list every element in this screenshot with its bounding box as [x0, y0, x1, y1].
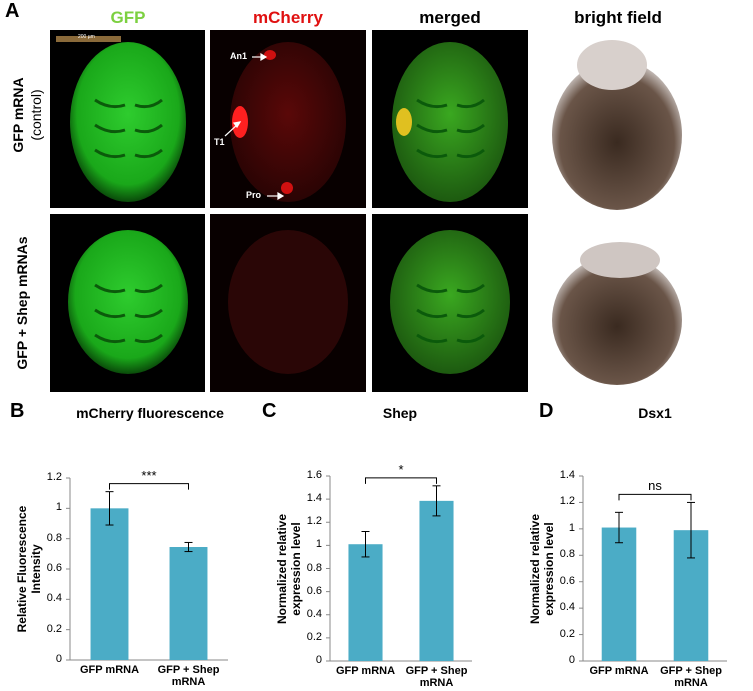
error-bar — [105, 491, 114, 526]
y-tick-label: 1 — [568, 521, 575, 534]
annotation: Pro — [246, 190, 262, 200]
chart-title: Dsx1 — [638, 405, 672, 421]
y-tick-label: 0.8 — [306, 561, 322, 574]
signal — [264, 50, 276, 60]
embryo — [70, 42, 186, 202]
micrographs — [50, 30, 682, 392]
y-tick-label: 1.2 — [46, 471, 62, 483]
x-tick-label: GFP mRNA — [335, 665, 396, 677]
significance-bracket — [618, 493, 692, 501]
embryo — [390, 230, 510, 374]
column-header: mCherry — [253, 8, 323, 27]
y-tick-label: 0.4 — [559, 601, 575, 614]
column-header: merged — [419, 8, 481, 27]
embryo — [580, 242, 660, 278]
segments — [94, 98, 485, 344]
embryo — [577, 40, 647, 90]
x-tick-label: GFP + Shep mRNA — [157, 664, 220, 689]
y-tick-label: 1.4 — [559, 469, 575, 481]
bar — [419, 500, 454, 661]
bar — [90, 508, 129, 660]
embryo — [552, 60, 682, 210]
row-label: GFP + Shep mRNAs — [13, 236, 30, 370]
y-tick-label: 0 — [568, 654, 575, 666]
error-bar — [361, 531, 370, 558]
y-tick-label: 0.6 — [306, 584, 322, 597]
y-axis-label: Relative Fluorescence Intensity — [15, 505, 43, 633]
panel-letter: A — [5, 0, 20, 22]
arrows — [224, 52, 285, 201]
row-sublabel: (control) — [27, 89, 44, 141]
scale-label: 200 µm — [78, 34, 95, 40]
y-tick-label: 1.2 — [306, 515, 322, 528]
y-tick-label: 0.6 — [46, 562, 62, 574]
chart-title: mCherry fluorescence — [76, 405, 224, 421]
y-tick-label: 0.2 — [306, 630, 322, 643]
bar — [348, 544, 383, 661]
signal — [396, 108, 412, 136]
y-tick-label: 0 — [315, 654, 322, 666]
x-tick-label: GFP + Shep mRNA — [405, 665, 468, 690]
x-tick-label: GFP mRNA — [79, 664, 140, 676]
column-header: GFP — [110, 8, 146, 27]
embryo — [392, 42, 508, 202]
annotation: An1 — [230, 51, 248, 61]
x-tick-label: GFP mRNA — [589, 665, 649, 677]
y-tick-label: 1 — [55, 501, 62, 514]
significance-label: ns — [648, 478, 662, 494]
row-label: GFP mRNA — [9, 77, 26, 153]
y-axis-label: Normalized relative expression level — [275, 513, 303, 624]
y-tick-label: 0.4 — [46, 592, 62, 605]
error-bar — [687, 501, 695, 559]
embryo — [230, 42, 346, 202]
significance-label: *** — [141, 467, 157, 483]
y-tick-label: 0.8 — [46, 531, 62, 544]
embryo — [552, 255, 682, 385]
annotation: T1 — [214, 137, 225, 147]
panel-letter: B — [10, 400, 25, 422]
y-tick-label: 1.4 — [306, 492, 322, 505]
y-axis-label: Normalized relative expression level — [528, 513, 556, 624]
y-tick-label: 0.8 — [559, 548, 575, 561]
significance-bracket — [365, 477, 437, 484]
chart-title: Shep — [382, 405, 418, 421]
y-tick-label: 0.2 — [559, 627, 575, 640]
y-tick-label: 0.6 — [559, 574, 575, 587]
bar — [601, 527, 637, 661]
scale-bar — [56, 36, 121, 42]
significance-label: * — [398, 461, 404, 477]
y-tick-label: 0.4 — [306, 607, 322, 620]
y-tick-label: 1 — [315, 538, 322, 551]
error-bar — [432, 485, 441, 517]
embryo — [228, 230, 348, 374]
y-tick-label: 1.6 — [306, 469, 322, 481]
y-tick-label: 0.2 — [46, 622, 62, 635]
signal — [281, 182, 293, 194]
significance-bracket — [109, 483, 189, 490]
y-tick-label: 1.2 — [559, 495, 575, 508]
x-tick-label: GFP + Shep mRNA — [660, 665, 722, 690]
bar — [169, 547, 208, 660]
column-header: bright field — [574, 8, 662, 27]
panel-letter: C — [262, 400, 277, 422]
embryo — [68, 230, 188, 374]
panel-letter: D — [539, 400, 554, 422]
error-bar — [184, 541, 193, 553]
error-bar — [615, 511, 623, 544]
y-tick-label: 0 — [55, 653, 62, 665]
